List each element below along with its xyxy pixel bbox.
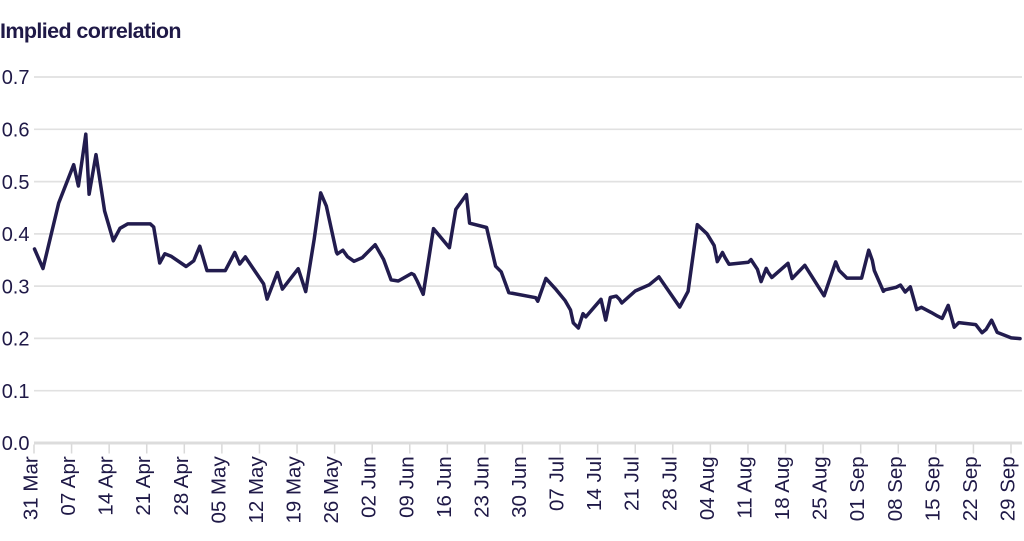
svg-text:12 May: 12 May [245,456,268,524]
svg-text:21 Apr: 21 Apr [132,456,155,515]
svg-text:0.2: 0.2 [2,329,30,351]
svg-text:19 May: 19 May [283,456,306,524]
svg-text:0.5: 0.5 [2,172,30,194]
svg-text:04 Aug: 04 Aug [696,456,719,520]
svg-text:0.4: 0.4 [2,224,30,246]
svg-text:09 Jun: 09 Jun [395,456,418,518]
svg-text:0.0: 0.0 [2,433,30,455]
svg-text:07 Apr: 07 Apr [57,456,80,515]
svg-text:02 Jun: 02 Jun [358,456,381,518]
svg-text:14 Apr: 14 Apr [95,456,118,515]
svg-text:16 Jun: 16 Jun [433,456,456,518]
svg-text:0.6: 0.6 [2,120,30,142]
svg-text:0.1: 0.1 [2,381,30,403]
svg-text:28 Jul: 28 Jul [658,456,681,511]
svg-text:25 Aug: 25 Aug [809,456,832,520]
svg-text:11 Aug: 11 Aug [733,456,756,518]
svg-text:31 Mar: 31 Mar [20,456,43,520]
svg-text:22 Sep: 22 Sep [959,456,982,521]
svg-text:30 Jun: 30 Jun [508,456,531,518]
svg-text:0.7: 0.7 [2,67,30,89]
svg-text:07 Jul: 07 Jul [546,456,569,511]
svg-text:21 Jul: 21 Jul [621,456,644,511]
svg-text:23 Jun: 23 Jun [470,456,493,518]
svg-text:14 Jul: 14 Jul [583,456,606,511]
svg-text:29 Sep: 29 Sep [997,456,1020,521]
svg-text:08 Sep: 08 Sep [884,456,907,521]
svg-text:15 Sep: 15 Sep [921,456,944,521]
svg-text:05 May: 05 May [207,456,230,524]
svg-text:28 Apr: 28 Apr [170,456,193,515]
svg-text:26 May: 26 May [320,456,343,524]
svg-text:0.3: 0.3 [2,276,30,298]
svg-text:01 Sep: 01 Sep [846,456,869,521]
svg-text:18 Aug: 18 Aug [771,456,794,520]
